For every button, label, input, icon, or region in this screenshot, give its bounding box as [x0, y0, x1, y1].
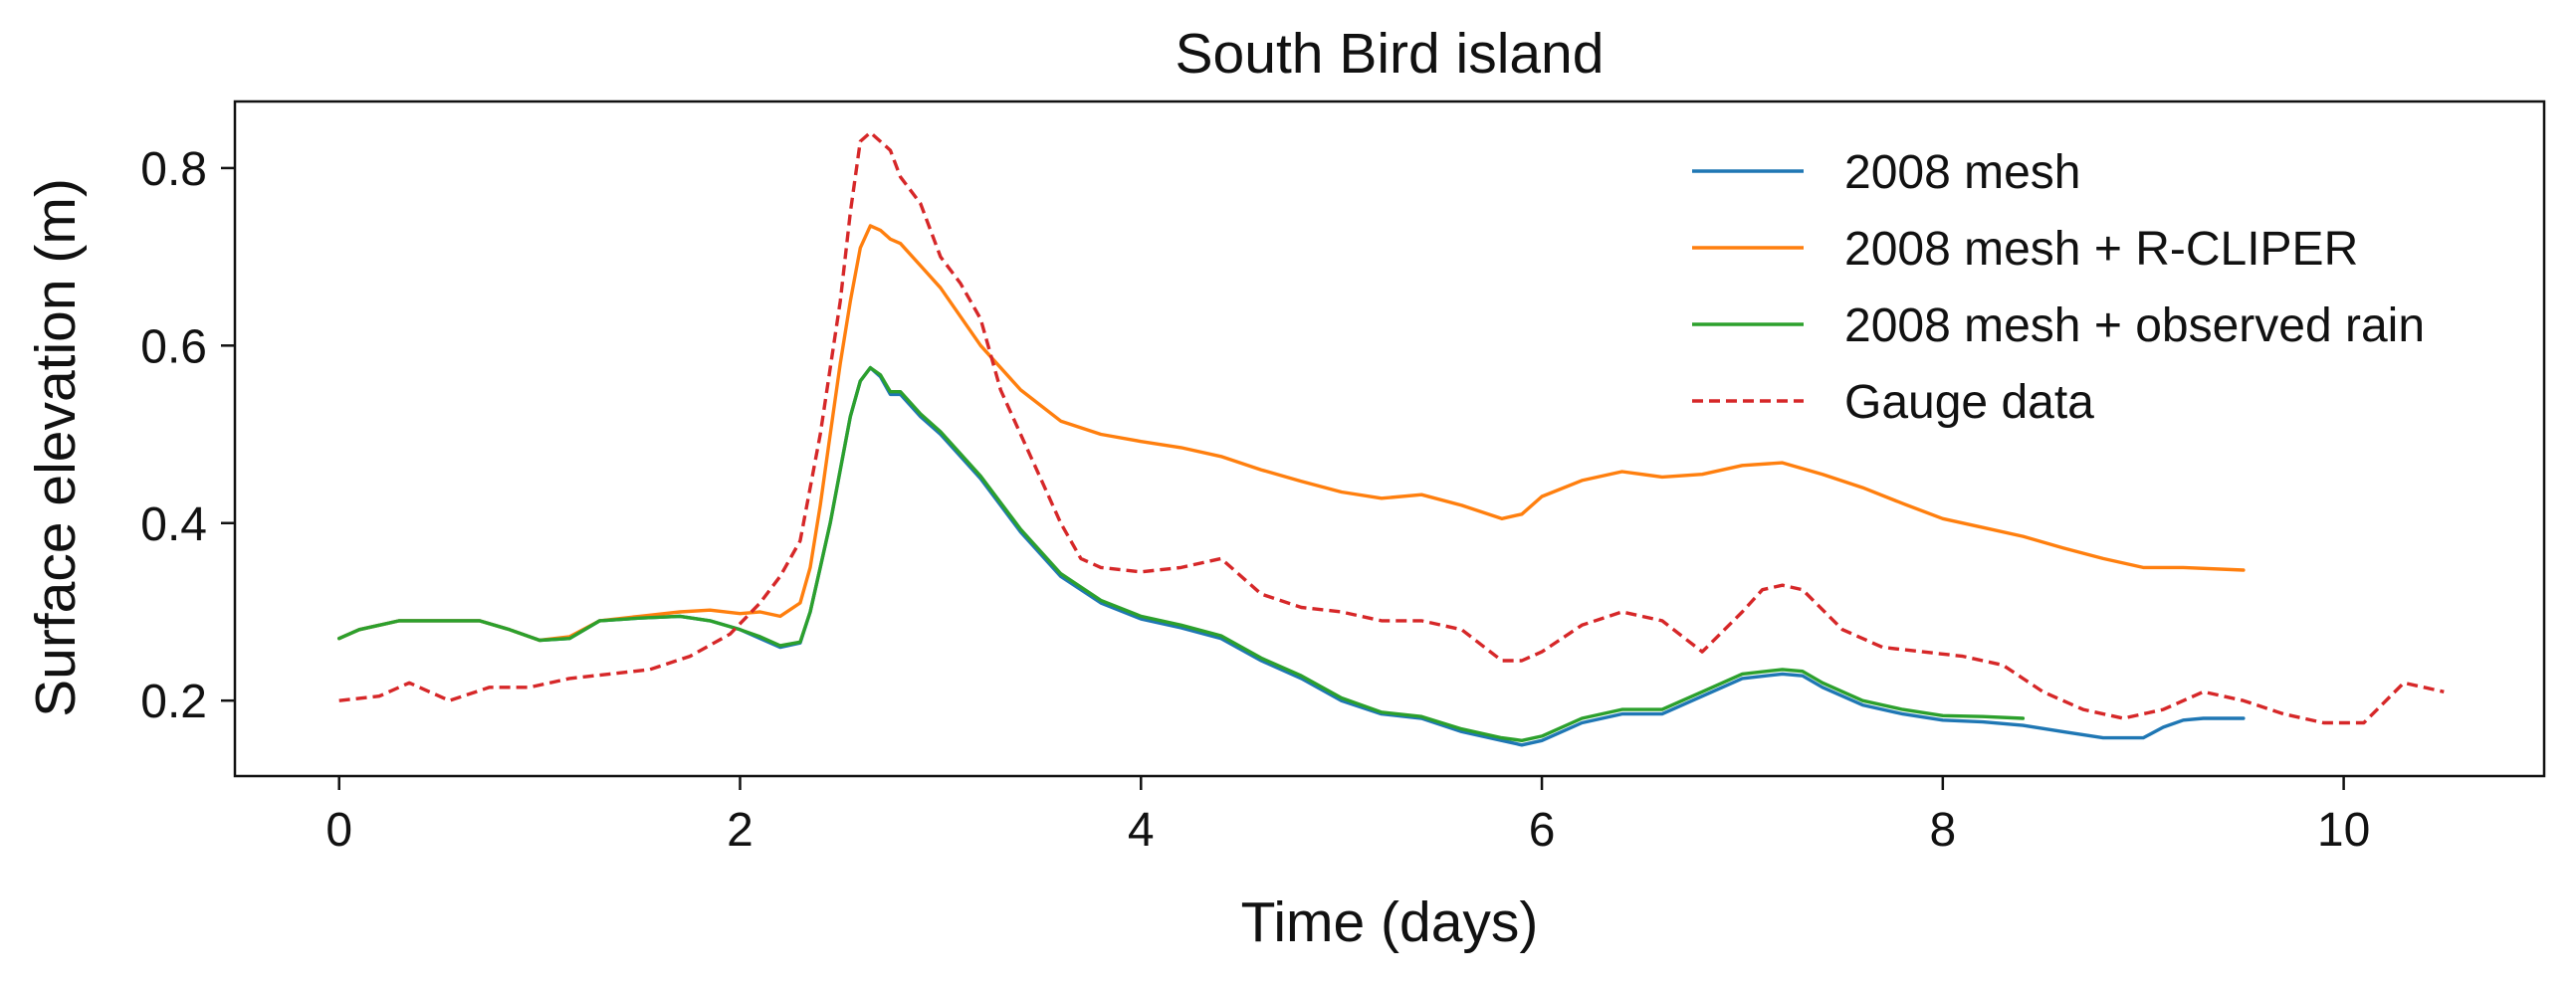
series-line-2: [337, 224, 2246, 643]
y-tick-label: 0.6: [140, 320, 207, 373]
plot-area: [233, 99, 2546, 778]
x-tick-label: 8: [1929, 804, 1956, 857]
y-axis: 0.2 0.4 0.6 0.8: [140, 143, 235, 728]
x-axis: 0 2 4 6 8 10: [325, 776, 2370, 857]
legend: 2008 mesh 2008 mesh + R-CLIPER 2008 mesh +…: [1692, 146, 2425, 429]
y-tick-label: 0.8: [140, 143, 207, 196]
legend-label: Gauge data: [1844, 376, 2094, 429]
x-tick-label: 0: [325, 804, 352, 857]
legend-label: 2008 mesh: [1844, 146, 2081, 199]
series-line-4: [338, 130, 2445, 725]
y-tick-label: 0.2: [140, 676, 207, 728]
series-line-3: [337, 365, 2026, 742]
y-tick-label: 0.4: [140, 498, 207, 551]
x-axis-label: Time (days): [1241, 890, 1539, 954]
chart-title: South Bird island: [1176, 22, 1605, 86]
series-lines: [337, 130, 2445, 747]
legend-label: 2008 mesh + R-CLIPER: [1844, 223, 2358, 276]
legend-label: 2008 mesh + observed rain: [1844, 299, 2425, 352]
x-tick-label: 6: [1529, 804, 1556, 857]
x-tick-label: 2: [727, 804, 753, 857]
plot-frame: [233, 99, 2546, 778]
x-tick-label: 4: [1128, 804, 1155, 857]
x-tick-label: 10: [2317, 804, 2370, 857]
y-axis-label: Surface elevation (m): [24, 178, 88, 717]
